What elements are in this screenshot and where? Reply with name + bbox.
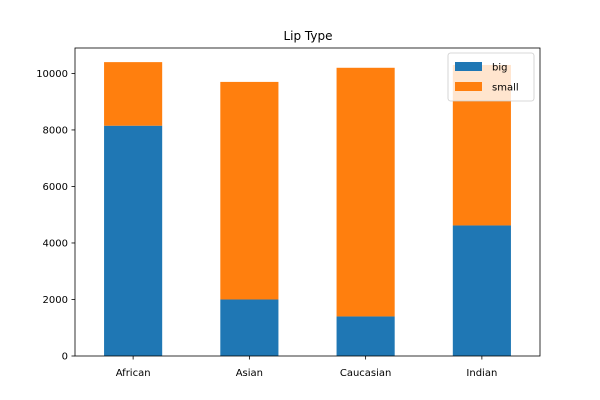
y-tick-label: 8000 [43, 125, 68, 136]
legend: big small [447, 52, 535, 102]
chart-title: Lip Type [283, 29, 332, 43]
y-tick-label: 10000 [36, 69, 68, 80]
bar-small-asian [220, 81, 279, 300]
bar-big-asian [220, 299, 279, 356]
axes-layer: 0 2000 4000 6000 8000 10000 African Asian Caucas… [36, 47, 541, 379]
x-tick-label-african: African [116, 368, 151, 379]
bar-small-caucasian [336, 67, 395, 317]
legend-label-small: small [492, 83, 519, 94]
x-tick-label-caucasian: Caucasian [340, 368, 392, 379]
bars-layer [104, 62, 511, 356]
x-tick-label-indian: Indian [466, 368, 497, 379]
plot-frame [74, 47, 541, 357]
y-tick-label: 2000 [43, 295, 68, 306]
bar-small-african [104, 62, 163, 126]
legend-swatch-small [455, 82, 482, 91]
legend-box [447, 52, 535, 102]
legend-label-big: big [492, 63, 507, 74]
bar-big-african [104, 125, 163, 356]
bar-big-caucasian [336, 316, 395, 356]
y-tick-label: 0 [62, 352, 68, 363]
legend-swatch-big [455, 62, 482, 71]
x-tick-label-asian: Asian [236, 368, 263, 379]
bar-big-indian [452, 225, 511, 356]
y-tick-label: 4000 [43, 238, 68, 249]
y-tick-label: 6000 [43, 182, 68, 193]
